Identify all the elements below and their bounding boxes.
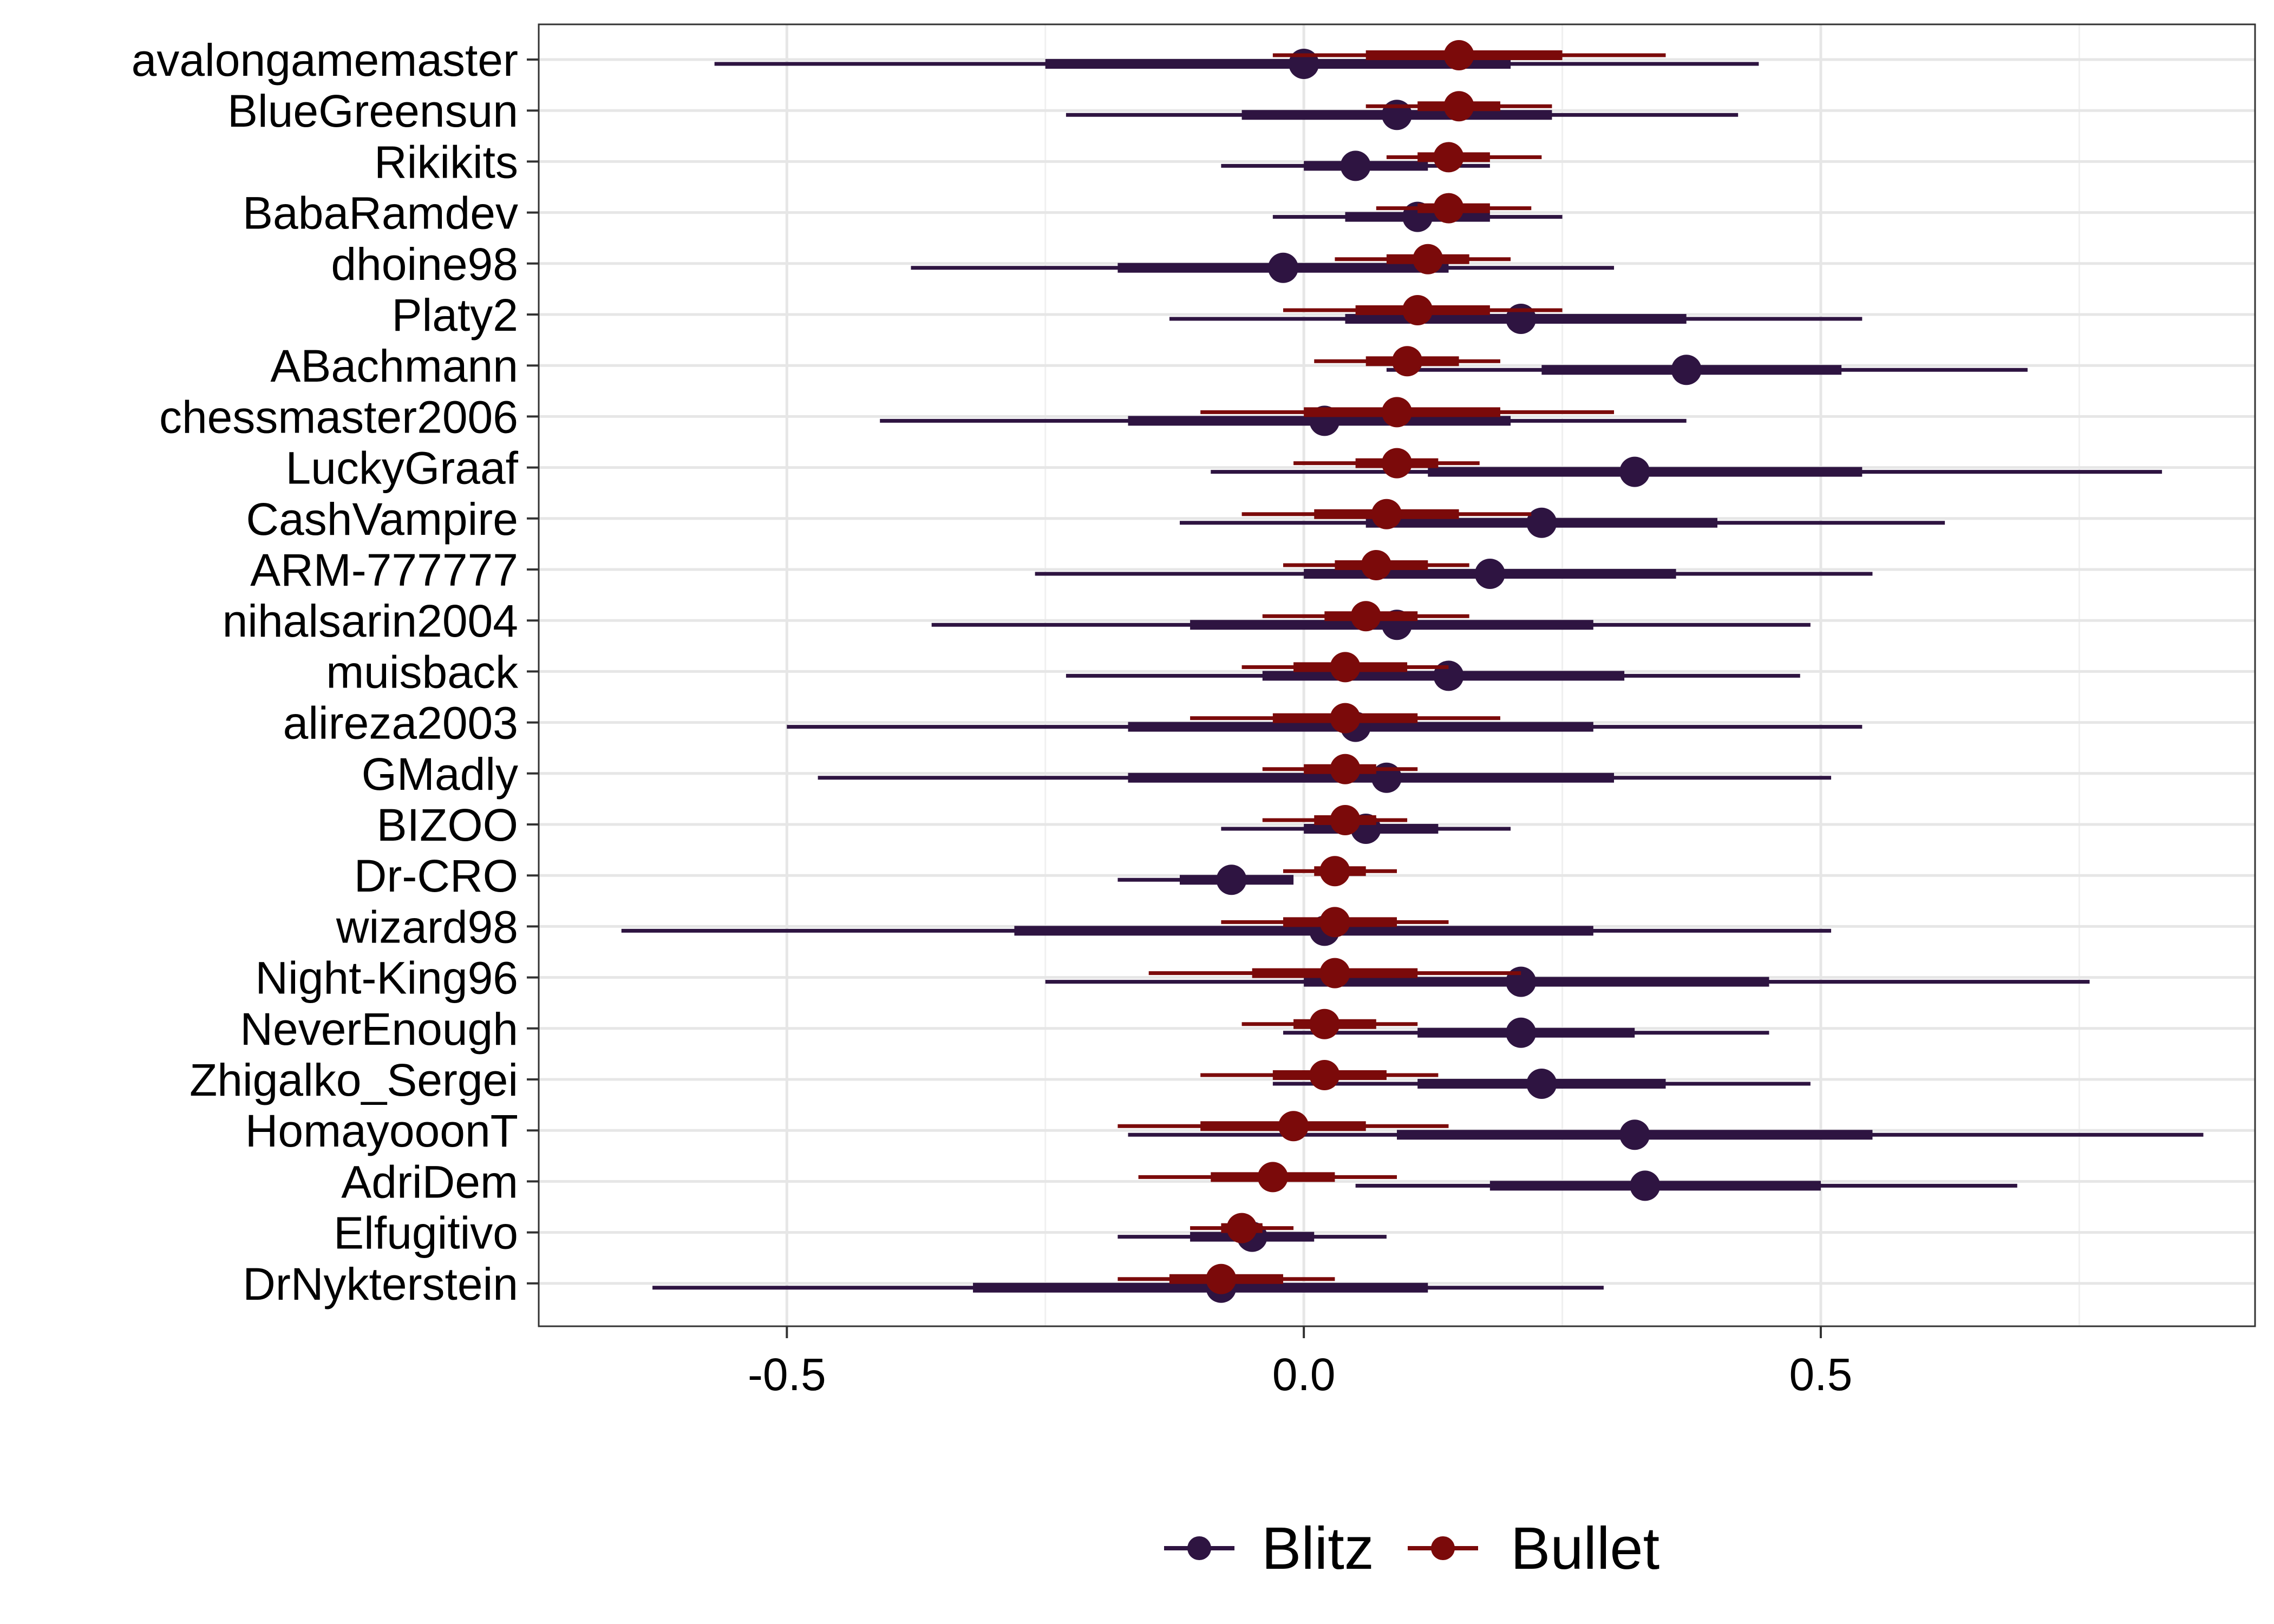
point-estimate xyxy=(1402,295,1433,325)
y-tick-label: Zhigalko_Sergei xyxy=(190,1055,518,1105)
legend-item-bullet: Bullet xyxy=(1408,1515,1659,1582)
y-tick-label: GMadly xyxy=(362,749,518,800)
point-estimate xyxy=(1340,150,1371,181)
y-tick-label: alireza2003 xyxy=(283,698,518,749)
y-tick-label: Elfugitivo xyxy=(334,1208,518,1259)
y-tick-label: muisback xyxy=(326,646,519,697)
y-tick-label: nihalsarin2004 xyxy=(223,595,518,646)
point-estimate xyxy=(1319,907,1350,938)
y-tick-label: Dr-CRO xyxy=(354,850,518,901)
y-tick-label: avalongamemaster xyxy=(132,35,518,86)
series-marks xyxy=(621,40,2204,1303)
point-estimate xyxy=(1506,966,1537,997)
x-tick-label: 0.5 xyxy=(1789,1349,1853,1400)
point-estimate xyxy=(1330,754,1361,784)
y-tick-label: Platy2 xyxy=(392,290,518,340)
legend-item-blitz: Blitz xyxy=(1164,1515,1374,1582)
point-estimate xyxy=(1289,49,1319,79)
legend-label: Bullet xyxy=(1511,1515,1659,1582)
y-tick-label: ARM-777777 xyxy=(250,545,518,595)
point-estimate xyxy=(1330,805,1361,835)
y-tick-label: CashVampire xyxy=(246,494,518,545)
point-estimate xyxy=(1267,252,1298,283)
point-estimate xyxy=(1433,193,1464,224)
point-estimate xyxy=(1443,91,1474,122)
point-estimate xyxy=(1630,1170,1661,1201)
legend-label: Blitz xyxy=(1262,1515,1374,1582)
point-estimate xyxy=(1382,448,1412,479)
point-estimate xyxy=(1216,865,1247,895)
point-estimate xyxy=(1474,559,1505,589)
point-estimate xyxy=(1526,507,1557,538)
y-tick-label: wizard98 xyxy=(336,901,518,952)
y-axis: avalongamemasterBlueGreensunRikikitsBaba… xyxy=(132,35,539,1309)
point-estimate xyxy=(1319,856,1350,887)
point-estimate xyxy=(1319,958,1350,988)
point-estimate xyxy=(1226,1213,1257,1243)
point-estimate xyxy=(1433,660,1464,691)
point-estimate xyxy=(1413,244,1443,274)
point-estimate xyxy=(1392,346,1423,377)
point-estimate xyxy=(1433,142,1464,173)
point-estimate xyxy=(1257,1162,1288,1193)
point-estimate xyxy=(1506,304,1537,334)
point-estimate xyxy=(1619,1119,1650,1150)
point-estimate xyxy=(1309,1009,1340,1039)
series-blitz xyxy=(621,49,2204,1303)
y-tick-label: Night-King96 xyxy=(255,953,518,1004)
x-axis: -0.5 0.0 0.5 xyxy=(748,1326,1852,1400)
legend: Blitz Bullet xyxy=(1164,1515,1659,1582)
y-tick-label: NeverEnough xyxy=(240,1004,518,1055)
point-estimate xyxy=(1443,40,1474,70)
point-estimate xyxy=(1619,456,1650,487)
y-tick-label: LuckyGraaf xyxy=(285,443,518,494)
y-tick-label: BabaRamdev xyxy=(243,188,518,239)
point-estimate xyxy=(1371,499,1402,529)
point-estimate xyxy=(1526,1069,1557,1099)
series-bullet xyxy=(1118,40,1666,1294)
point-estimate xyxy=(1671,355,1702,385)
y-tick-label: dhoine98 xyxy=(331,239,518,290)
y-tick-label: chessmaster2006 xyxy=(159,391,518,442)
point-estimate xyxy=(1506,1017,1537,1048)
x-tick-label: 0.0 xyxy=(1272,1349,1336,1400)
y-tick-label: Rikikits xyxy=(374,136,518,187)
y-tick-label: HomayooonT xyxy=(245,1105,518,1156)
point-estimate xyxy=(1382,100,1412,130)
y-tick-label: DrNykterstein xyxy=(243,1259,518,1309)
y-tick-label: AdriDem xyxy=(341,1156,518,1207)
legend-key-point xyxy=(1431,1536,1455,1560)
point-estimate xyxy=(1382,397,1412,428)
y-tick-label: BlueGreensun xyxy=(227,86,518,136)
y-tick-label: BIZOO xyxy=(377,800,518,850)
point-estimate xyxy=(1309,1060,1340,1090)
point-estimate xyxy=(1350,601,1381,632)
point-estimate xyxy=(1206,1263,1237,1294)
point-estimate xyxy=(1361,550,1391,580)
point-estimate xyxy=(1278,1111,1309,1142)
point-estimate xyxy=(1330,652,1361,683)
panel-border xyxy=(538,23,2256,1327)
legend-key-point xyxy=(1187,1536,1211,1560)
y-tick-label: ABachmann xyxy=(270,340,518,391)
x-tick-label: -0.5 xyxy=(748,1349,826,1400)
point-estimate xyxy=(1330,703,1361,734)
